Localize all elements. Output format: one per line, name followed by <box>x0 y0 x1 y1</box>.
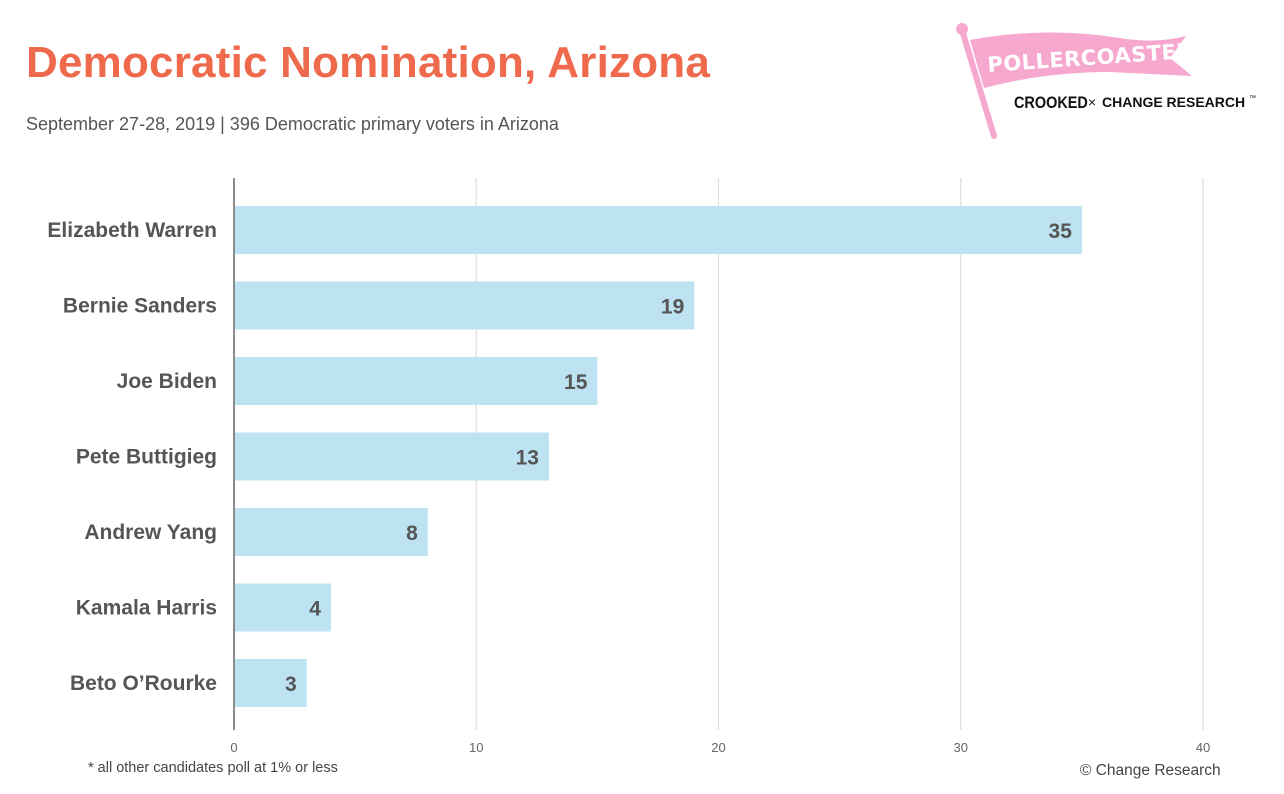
flag-pole-top <box>956 23 968 35</box>
category-label: Joe Biden <box>117 370 217 393</box>
pollercoaster-logo: POLLERCOASTER CROOKED × CHANGE RESEARCH … <box>956 23 1256 139</box>
value-label: 4 <box>309 598 321 621</box>
bar <box>235 357 598 405</box>
x-axis-ticks: 0 10 20 30 40 <box>230 740 1210 755</box>
value-label: 15 <box>564 371 588 394</box>
x-tick-label: 10 <box>469 740 483 755</box>
value-label: 8 <box>406 522 418 545</box>
x-tick-label: 30 <box>954 740 968 755</box>
bar <box>235 432 549 481</box>
logo-trademark: ™ <box>1249 95 1256 102</box>
category-label: Kamala Harris <box>76 597 217 620</box>
value-labels: 35 19 15 13 8 4 3 <box>285 220 1072 696</box>
x-tick-label: 20 <box>711 740 725 755</box>
chart-title: Democratic Nomination, Arizona <box>26 38 711 87</box>
bar <box>235 583 331 632</box>
chart-subtitle: September 27-28, 2019 | 396 Democratic p… <box>26 114 559 134</box>
flag-banner <box>970 32 1192 88</box>
category-label: Elizabeth Warren <box>47 219 217 242</box>
x-tick-label: 40 <box>1196 740 1210 755</box>
bar <box>235 508 428 556</box>
footnote: * all other candidates poll at 1% or les… <box>88 760 338 776</box>
x-tick-label: 0 <box>230 740 237 755</box>
value-label: 3 <box>285 673 297 696</box>
bar <box>235 281 695 330</box>
category-label: Pete Buttigieg <box>76 446 217 469</box>
bar <box>235 659 307 707</box>
value-label: 35 <box>1049 220 1073 243</box>
flag-pole <box>959 27 997 139</box>
category-label: Andrew Yang <box>84 521 217 544</box>
value-label: 13 <box>516 447 539 470</box>
category-label: Beto O’Rourke <box>70 672 217 695</box>
category-label: Bernie Sanders <box>63 295 217 318</box>
bar-chart: Elizabeth Warren Bernie Sanders Joe Biden P… <box>47 178 1210 755</box>
grid-lines <box>475 178 1204 730</box>
credit: © Change Research <box>1080 762 1221 779</box>
value-label: 19 <box>661 296 684 319</box>
logo-brand-x: × <box>1088 94 1096 110</box>
logo-brand-crooked: CROOKED <box>1014 94 1088 112</box>
category-labels: Elizabeth Warren Bernie Sanders Joe Biden P… <box>47 219 217 695</box>
logo-brand-change-research: CHANGE RESEARCH <box>1102 94 1245 110</box>
bar <box>235 206 1082 254</box>
bars <box>235 206 1082 707</box>
